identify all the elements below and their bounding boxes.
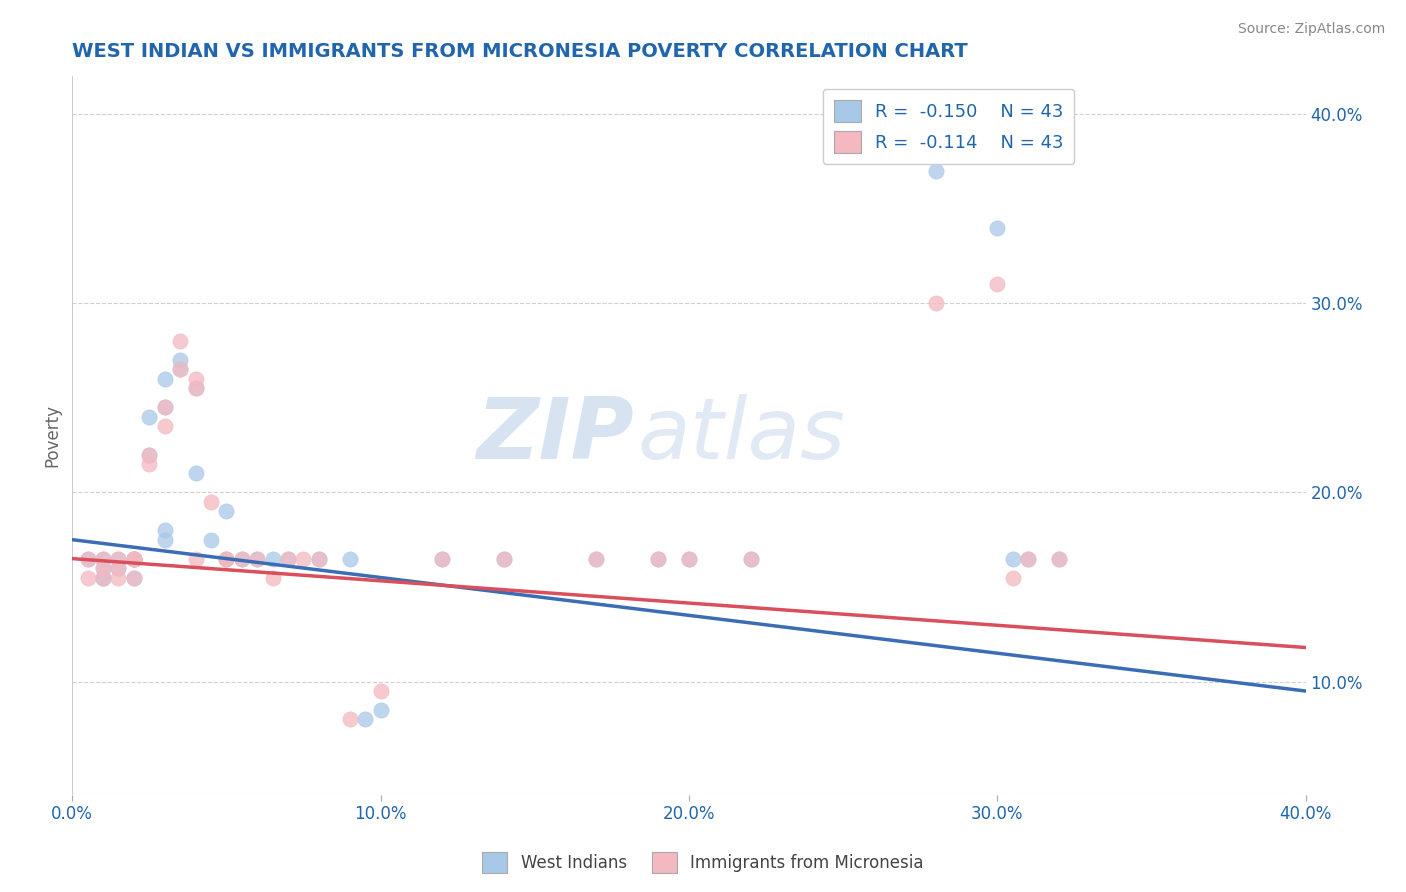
Point — [215, 551, 238, 566]
Point — [215, 551, 238, 566]
Point — [138, 448, 160, 462]
Point — [354, 712, 377, 726]
Point — [153, 523, 176, 537]
Point — [246, 551, 269, 566]
Point — [184, 467, 207, 481]
Point — [153, 401, 176, 415]
Point — [76, 551, 98, 566]
Point — [647, 551, 669, 566]
Point — [986, 220, 1008, 235]
Point — [91, 551, 114, 566]
Point — [184, 372, 207, 386]
Point — [1047, 551, 1070, 566]
Point — [492, 551, 515, 566]
Point — [153, 401, 176, 415]
Text: Source: ZipAtlas.com: Source: ZipAtlas.com — [1237, 22, 1385, 37]
Point — [215, 504, 238, 518]
Point — [262, 551, 284, 566]
Point — [432, 551, 454, 566]
Point — [678, 551, 700, 566]
Point — [91, 570, 114, 584]
Point — [246, 551, 269, 566]
Point — [91, 551, 114, 566]
Point — [169, 353, 191, 368]
Point — [308, 551, 330, 566]
Point — [647, 551, 669, 566]
Point — [277, 551, 299, 566]
Point — [122, 551, 145, 566]
Point — [91, 561, 114, 575]
Point — [1017, 551, 1039, 566]
Point — [1017, 551, 1039, 566]
Point — [924, 296, 946, 310]
Point — [184, 551, 207, 566]
Point — [76, 570, 98, 584]
Point — [138, 448, 160, 462]
Point — [184, 381, 207, 395]
Point — [122, 570, 145, 584]
Point — [200, 533, 222, 547]
Legend: R =  -0.150    N = 43, R =  -0.114    N = 43: R = -0.150 N = 43, R = -0.114 N = 43 — [823, 89, 1074, 163]
Legend: West Indians, Immigrants from Micronesia: West Indians, Immigrants from Micronesia — [475, 846, 931, 880]
Point — [1001, 570, 1024, 584]
Point — [91, 570, 114, 584]
Point — [277, 551, 299, 566]
Point — [107, 561, 129, 575]
Point — [107, 561, 129, 575]
Point — [292, 551, 315, 566]
Point — [678, 551, 700, 566]
Text: atlas: atlas — [637, 394, 845, 477]
Point — [153, 533, 176, 547]
Point — [122, 551, 145, 566]
Point — [492, 551, 515, 566]
Text: WEST INDIAN VS IMMIGRANTS FROM MICRONESIA POVERTY CORRELATION CHART: WEST INDIAN VS IMMIGRANTS FROM MICRONESI… — [72, 42, 967, 61]
Point — [215, 551, 238, 566]
Point — [986, 277, 1008, 292]
Point — [107, 551, 129, 566]
Point — [585, 551, 607, 566]
Point — [370, 703, 392, 717]
Point — [200, 495, 222, 509]
Point — [585, 551, 607, 566]
Point — [432, 551, 454, 566]
Point — [339, 551, 361, 566]
Y-axis label: Poverty: Poverty — [44, 404, 60, 467]
Point — [91, 570, 114, 584]
Point — [169, 362, 191, 376]
Point — [138, 409, 160, 424]
Point — [231, 551, 253, 566]
Point — [740, 551, 762, 566]
Point — [1001, 551, 1024, 566]
Point — [308, 551, 330, 566]
Point — [122, 551, 145, 566]
Text: ZIP: ZIP — [475, 394, 633, 477]
Point — [107, 551, 129, 566]
Point — [924, 163, 946, 178]
Point — [76, 551, 98, 566]
Point — [138, 457, 160, 471]
Point — [169, 362, 191, 376]
Point — [169, 334, 191, 348]
Point — [153, 419, 176, 434]
Point — [122, 570, 145, 584]
Point — [184, 381, 207, 395]
Point — [339, 712, 361, 726]
Point — [740, 551, 762, 566]
Point — [262, 570, 284, 584]
Point — [91, 561, 114, 575]
Point — [122, 551, 145, 566]
Point — [231, 551, 253, 566]
Point — [153, 372, 176, 386]
Point — [122, 551, 145, 566]
Point — [370, 684, 392, 698]
Point — [107, 570, 129, 584]
Point — [122, 551, 145, 566]
Point — [1047, 551, 1070, 566]
